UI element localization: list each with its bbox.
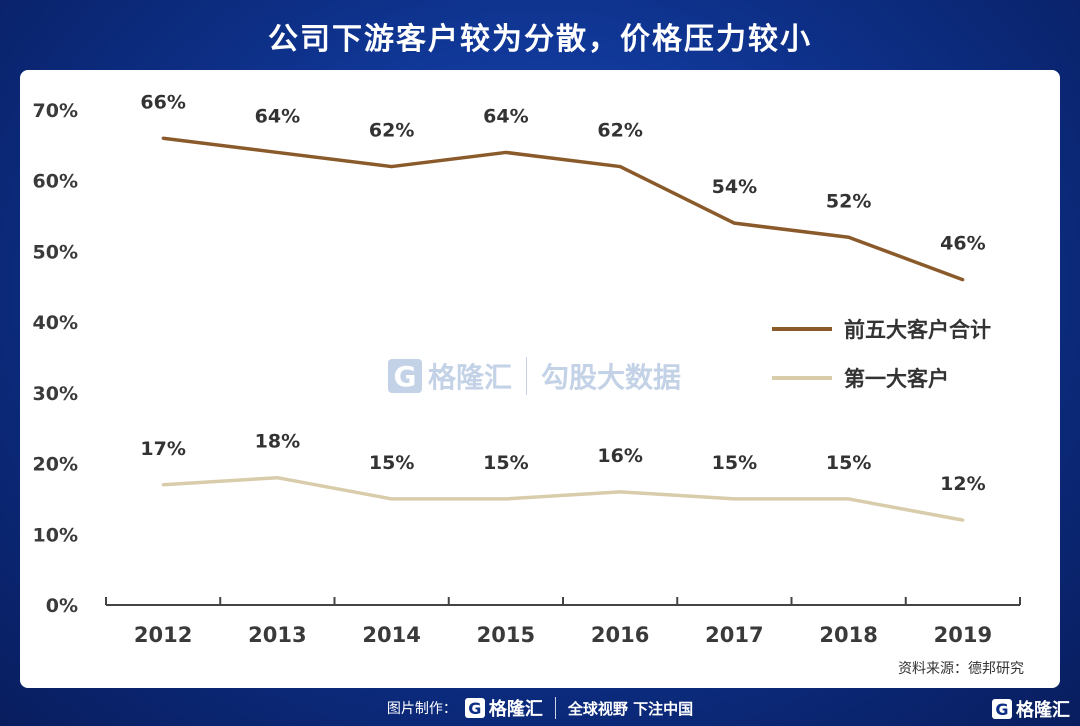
corner-brand: 格隆汇 [1016, 700, 1070, 721]
footer-divider [554, 697, 556, 719]
legend-label: 第一大客户 [844, 367, 949, 391]
data-label: 15% [483, 452, 528, 474]
data-point [847, 235, 851, 239]
data-point [732, 497, 736, 501]
data-point [618, 165, 622, 169]
data-point [161, 136, 165, 140]
data-point [847, 497, 851, 501]
data-label: 62% [597, 120, 642, 142]
y-tick-label: 40% [33, 312, 78, 334]
data-label: 12% [940, 473, 985, 495]
y-tick-label: 30% [33, 383, 78, 405]
corner-logo-icon: G [992, 699, 1012, 719]
watermark-brand: 格隆汇 [428, 361, 513, 394]
data-point [390, 497, 394, 501]
data-point [618, 490, 622, 494]
data-label: 62% [369, 120, 414, 142]
data-point [732, 221, 736, 225]
chart-title: 公司下游客户较为分散，价格压力较小 [268, 22, 812, 57]
y-tick-label: 50% [33, 241, 78, 263]
data-label: 16% [597, 445, 642, 467]
source-note: 资料来源：德邦研究 [898, 661, 1024, 677]
data-point [504, 150, 508, 154]
footer: 图片制作： G 格隆汇 全球视野 下注中国 [0, 690, 1080, 726]
legend-label: 前五大客户合计 [844, 318, 991, 342]
x-tick-label: 2019 [934, 623, 992, 647]
watermark: G 格隆汇 勾股大数据 [388, 356, 681, 396]
footer-label: 图片制作： [386, 701, 457, 717]
line-chart: 0% 10% 20% 30% 40% 50% 60% 70% 2012 2013 2014 2015 2… [33, 91, 1021, 647]
footer-logo-icon: G [464, 698, 485, 718]
data-point [504, 497, 508, 501]
data-label: 54% [712, 176, 757, 198]
data-label: 15% [712, 452, 757, 474]
data-point [275, 476, 279, 480]
x-tick-label: 2013 [248, 623, 306, 647]
data-label: 46% [940, 233, 985, 255]
series-top1-line [163, 475, 964, 522]
watermark-brand-2: 勾股大数据 [541, 361, 682, 394]
data-label: 17% [140, 438, 185, 460]
data-point [961, 518, 965, 522]
x-tick-label: 2018 [819, 623, 877, 647]
y-tick-label: 70% [33, 100, 78, 122]
x-tick-label: 2015 [477, 623, 535, 647]
chart-card: 0% 10% 20% 30% 40% 50% 60% 70% 2012 2013 2014 2015 2… [20, 70, 1060, 688]
data-label: 64% [483, 105, 528, 127]
data-point [275, 150, 279, 154]
data-label: 66% [140, 91, 185, 113]
data-label: 15% [369, 452, 414, 474]
data-point [390, 165, 394, 169]
y-tick-label: 60% [33, 171, 78, 193]
watermark-logo-icon: G [388, 359, 422, 393]
y-tick-label: 20% [33, 454, 78, 476]
series-top5-line [162, 136, 964, 282]
x-tick-label: 2016 [591, 623, 649, 647]
x-tick-label: 2012 [134, 623, 192, 647]
footer-logo: G 格隆汇 [464, 695, 543, 721]
data-label: 15% [826, 452, 871, 474]
x-tick-label: 2017 [705, 623, 763, 647]
footer-slogan: 全球视野 下注中国 [567, 699, 694, 718]
y-tick-label: 0% [46, 595, 78, 617]
y-tick-label: 10% [33, 524, 78, 546]
data-point [161, 483, 165, 487]
footer-brand: 格隆汇 [488, 699, 543, 720]
watermark-divider [526, 357, 528, 395]
data-label: 18% [255, 431, 300, 453]
x-tick-label: 2014 [362, 623, 420, 647]
data-label: 52% [826, 190, 871, 212]
data-point [961, 278, 965, 282]
data-label: 64% [255, 105, 300, 127]
corner-logo: G 格隆汇 [992, 696, 1070, 722]
